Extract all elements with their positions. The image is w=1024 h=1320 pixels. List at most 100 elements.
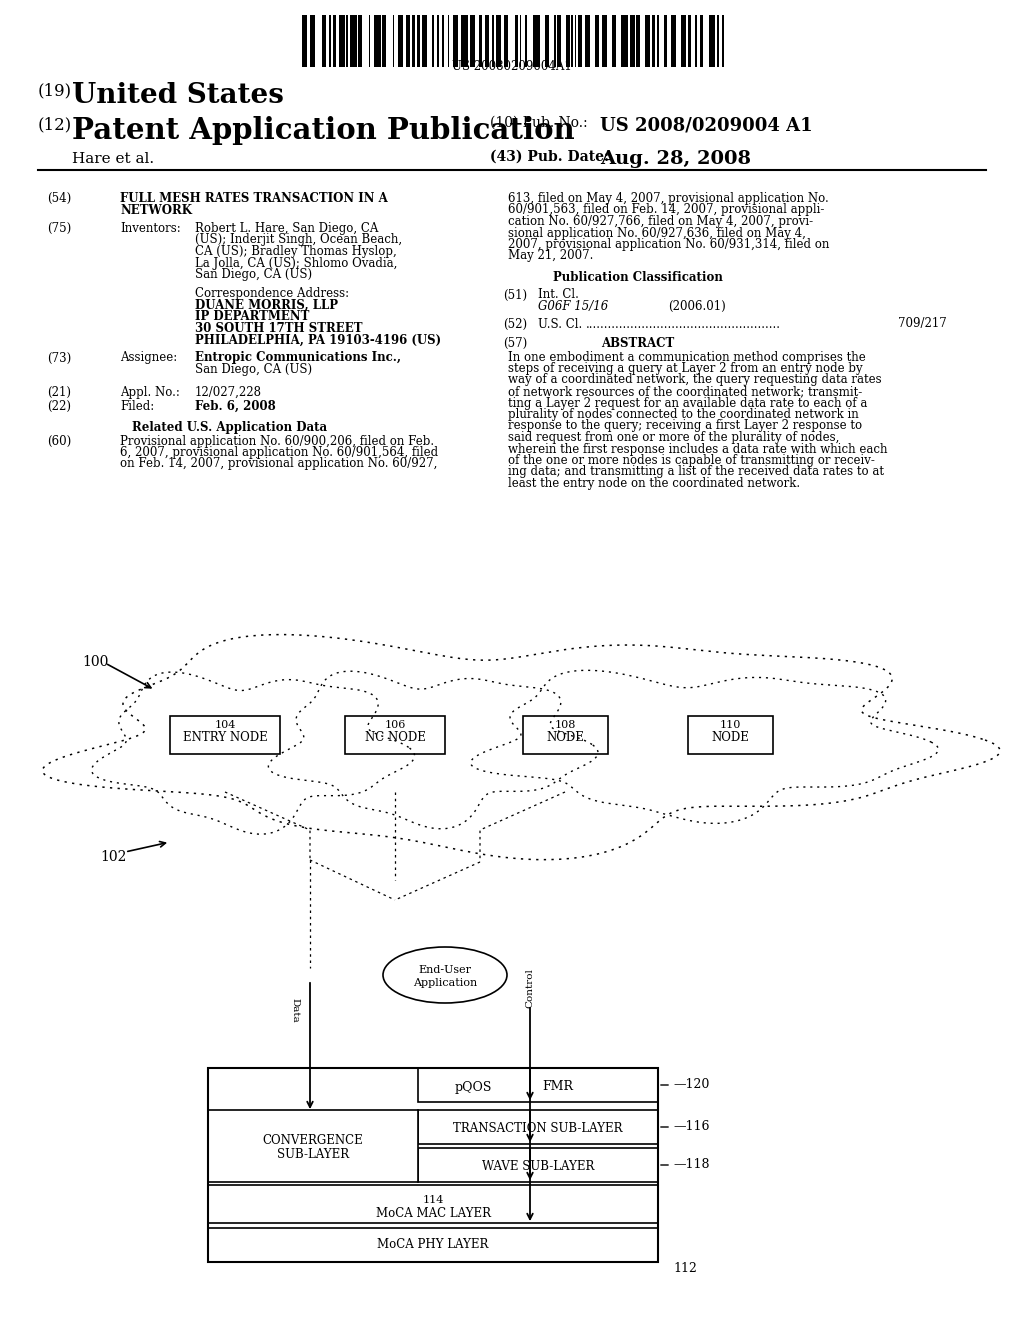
- Bar: [573, 15, 574, 67]
- Text: Int. Cl.: Int. Cl.: [538, 289, 579, 301]
- Text: End-User: End-User: [419, 965, 471, 975]
- Text: NC NODE: NC NODE: [365, 731, 425, 744]
- Text: Data: Data: [291, 998, 299, 1023]
- Bar: [556, 15, 557, 67]
- Bar: [582, 15, 585, 67]
- Bar: [326, 15, 329, 67]
- Bar: [415, 15, 417, 67]
- Bar: [418, 1068, 658, 1102]
- Text: La Jolla, CA (US); Shlomo Ovadia,: La Jolla, CA (US); Shlomo Ovadia,: [195, 256, 397, 269]
- Text: TRANSACTION SUB-LAYER: TRANSACTION SUB-LAYER: [454, 1122, 623, 1135]
- Bar: [686, 15, 688, 67]
- Text: Hare et al.: Hare et al.: [72, 152, 155, 166]
- Text: NETWORK: NETWORK: [120, 203, 193, 216]
- Text: San Diego, CA (US): San Diego, CA (US): [195, 268, 312, 281]
- Text: CONVERGENCE: CONVERGENCE: [262, 1134, 364, 1147]
- Bar: [482, 15, 485, 67]
- Bar: [607, 15, 612, 67]
- Bar: [577, 15, 579, 67]
- Text: (73): (73): [47, 351, 72, 364]
- Bar: [508, 15, 515, 67]
- Bar: [394, 15, 398, 67]
- Text: SUB-LAYER: SUB-LAYER: [276, 1147, 349, 1160]
- Bar: [719, 15, 722, 67]
- Text: Application: Application: [413, 978, 477, 987]
- Text: ing data; and transmitting a list of the received data rates to at: ing data; and transmitting a list of the…: [508, 466, 884, 479]
- Bar: [439, 15, 442, 67]
- Text: WAVE SUB-LAYER: WAVE SUB-LAYER: [482, 1160, 594, 1173]
- Bar: [526, 15, 534, 67]
- Bar: [315, 15, 323, 67]
- Text: 30 SOUTH 17TH STREET: 30 SOUTH 17TH STREET: [195, 322, 362, 335]
- Text: (54): (54): [47, 191, 72, 205]
- Bar: [345, 715, 445, 754]
- Text: (21): (21): [47, 385, 71, 399]
- Bar: [599, 15, 602, 67]
- Text: Control: Control: [525, 968, 535, 1008]
- Bar: [696, 15, 700, 67]
- Text: 110: 110: [719, 719, 740, 730]
- Bar: [655, 15, 657, 67]
- Bar: [418, 1110, 658, 1144]
- Text: 60/901,563, filed on Feb. 14, 2007, provisional appli-: 60/901,563, filed on Feb. 14, 2007, prov…: [508, 203, 824, 216]
- Bar: [434, 15, 437, 67]
- Bar: [427, 15, 432, 67]
- Text: (57): (57): [503, 337, 527, 350]
- Text: 102: 102: [100, 850, 126, 865]
- Text: PHILADELPHIA, PA 19103-4196 (US): PHILADELPHIA, PA 19103-4196 (US): [195, 334, 441, 346]
- Bar: [468, 15, 470, 67]
- Bar: [668, 15, 671, 67]
- Bar: [371, 15, 374, 67]
- Bar: [208, 1228, 658, 1262]
- Text: (19): (19): [38, 82, 72, 99]
- Text: (60): (60): [47, 434, 72, 447]
- Text: Entropic Communications Inc.,: Entropic Communications Inc.,: [195, 351, 401, 364]
- Bar: [488, 15, 493, 67]
- Text: Robert L. Hare, San Diego, CA: Robert L. Hare, San Diego, CA: [195, 222, 379, 235]
- Bar: [615, 15, 621, 67]
- Bar: [522, 715, 607, 754]
- Bar: [703, 15, 709, 67]
- Bar: [676, 15, 681, 67]
- Text: May 21, 2007.: May 21, 2007.: [508, 249, 593, 263]
- Bar: [687, 715, 772, 754]
- Bar: [331, 15, 333, 67]
- Text: ting a Layer 2 request for an available data rate to each of a: ting a Layer 2 request for an available …: [508, 396, 867, 409]
- Text: IP DEPARTMENT: IP DEPARTMENT: [195, 310, 309, 323]
- Bar: [635, 15, 637, 67]
- Bar: [658, 15, 664, 67]
- Bar: [590, 15, 595, 67]
- Text: (52): (52): [503, 318, 527, 330]
- Text: 100: 100: [82, 655, 109, 669]
- Text: sional application No. 60/927,636, filed on May 4,: sional application No. 60/927,636, filed…: [508, 227, 806, 239]
- Text: 114: 114: [422, 1195, 443, 1205]
- Bar: [361, 15, 369, 67]
- Text: —116: —116: [673, 1121, 710, 1134]
- Text: (2006.01): (2006.01): [668, 300, 726, 313]
- Text: said request from one or more of the plurality of nodes,: said request from one or more of the plu…: [508, 432, 840, 444]
- Text: response to the query; receiving a first Layer 2 response to: response to the query; receiving a first…: [508, 420, 862, 433]
- Bar: [458, 15, 462, 67]
- Bar: [541, 15, 546, 67]
- Text: DUANE MORRIS, LLP: DUANE MORRIS, LLP: [195, 300, 338, 312]
- Text: Patent Application Publication: Patent Application Publication: [72, 116, 574, 145]
- Text: MoCA MAC LAYER: MoCA MAC LAYER: [376, 1206, 490, 1220]
- Text: 6, 2007, provisional application No. 60/901,564, filed: 6, 2007, provisional application No. 60/…: [120, 446, 438, 459]
- Text: Inventors:: Inventors:: [120, 222, 181, 235]
- Text: cation No. 60/927,766, filed on May 4, 2007, provi-: cation No. 60/927,766, filed on May 4, 2…: [508, 215, 813, 228]
- Bar: [300, 15, 724, 67]
- Text: 2007, provisional application No. 60/931,314, filed on: 2007, provisional application No. 60/931…: [508, 238, 829, 251]
- Text: (US); Inderjit Singh, Ocean Beach,: (US); Inderjit Singh, Ocean Beach,: [195, 234, 402, 247]
- Bar: [300, 15, 302, 67]
- Text: Related U.S. Application Data: Related U.S. Application Data: [132, 421, 328, 434]
- Text: ABSTRACT: ABSTRACT: [601, 337, 675, 350]
- Bar: [450, 15, 453, 67]
- Text: way of a coordinated network, the query requesting data rates: way of a coordinated network, the query …: [508, 374, 882, 387]
- Bar: [569, 15, 571, 67]
- Text: NODE: NODE: [711, 731, 749, 744]
- Text: 108: 108: [554, 719, 575, 730]
- Text: U.S. Cl.: U.S. Cl.: [538, 318, 583, 330]
- Text: G06F 15/16: G06F 15/16: [538, 300, 608, 313]
- Text: 12/027,228: 12/027,228: [195, 385, 262, 399]
- Bar: [561, 15, 566, 67]
